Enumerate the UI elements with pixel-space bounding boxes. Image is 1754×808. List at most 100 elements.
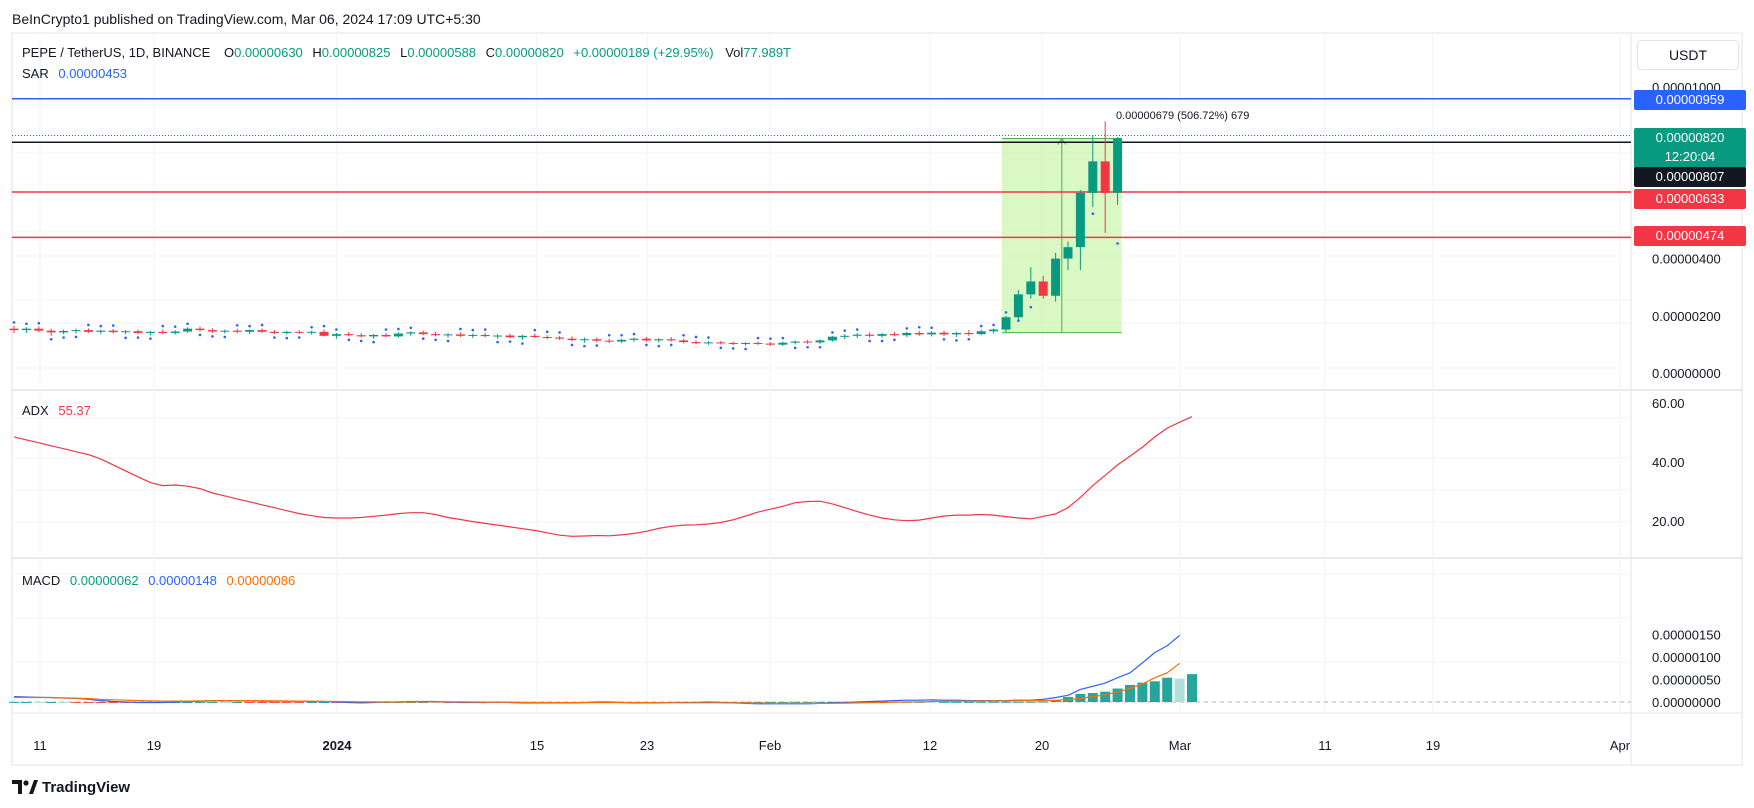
- candle-body: [294, 331, 304, 333]
- x-tick-label: 11: [1318, 738, 1332, 753]
- sar-dot: [111, 324, 115, 327]
- sar-dot: [446, 339, 450, 343]
- candle-body: [183, 328, 193, 332]
- adx-value: 55.37: [58, 403, 91, 418]
- price-tag-black-line: 0.00000807: [1634, 167, 1746, 187]
- macd-histogram-bar: [765, 701, 776, 703]
- macd-histogram-bar: [926, 701, 937, 703]
- currency-button[interactable]: USDT: [1637, 40, 1739, 70]
- candle-body: [455, 334, 465, 336]
- close-value: 0.00000820: [495, 45, 564, 60]
- x-tick-label: 12: [923, 738, 937, 753]
- sar-dot: [893, 338, 896, 342]
- last-price-value: 0.00000820: [1655, 130, 1725, 145]
- macd-histogram-bar: [306, 702, 317, 703]
- macd-signal-line: [14, 662, 1180, 705]
- price-legend: PEPE / TetherUS, 1D, BINANCE O0.00000630…: [22, 45, 791, 60]
- tradingview-brand[interactable]: TradingView: [12, 775, 130, 799]
- volume-label: Vol: [725, 45, 744, 60]
- sar-legend[interactable]: SAR 0.00000453: [22, 66, 127, 81]
- macd-histogram-bar: [1125, 684, 1135, 702]
- candle-body: [976, 331, 986, 335]
- sar-dot: [99, 324, 103, 328]
- high-value: 0.00000825: [321, 45, 391, 60]
- macd-histogram-bar: [777, 701, 788, 703]
- sar-dot: [669, 343, 673, 347]
- macd-hist-value: 0.00000062: [69, 573, 139, 588]
- candle-body: [21, 328, 31, 331]
- candle-body: [195, 328, 205, 331]
- candle-body: [902, 332, 912, 336]
- y-tick-adx-20: 20.00: [1652, 514, 1685, 529]
- candle-body: [741, 342, 751, 344]
- candle-body: [71, 330, 81, 332]
- tradingview-logo-icon: [12, 780, 38, 794]
- price-tag-red-line-1: 0.00000633: [1634, 189, 1746, 209]
- sar-dot: [372, 340, 375, 344]
- candle-body: [951, 332, 961, 335]
- macd-histogram-bar: [319, 702, 329, 703]
- price-tag-last: 0.00000820 12:20:04: [1634, 128, 1746, 168]
- sar-dot: [992, 323, 995, 327]
- sar-dot: [260, 323, 264, 327]
- candle-body: [59, 330, 69, 333]
- measure-label: 0.00000679 (506.72%) 679: [1116, 110, 1250, 122]
- candle-body: [927, 332, 937, 335]
- candle-body: [914, 332, 924, 335]
- sar-dot: [409, 326, 413, 330]
- candle-body: [232, 330, 242, 332]
- y-tick-adx-60: 60.00: [1652, 396, 1685, 411]
- candle-body: [96, 330, 106, 332]
- y-tick-price-400: 0.00000400: [1652, 252, 1721, 267]
- macd-histogram-bar: [95, 702, 106, 703]
- sar-dot: [880, 339, 884, 343]
- adx-legend[interactable]: ADX 55.37: [22, 403, 91, 418]
- candle-body: [778, 342, 788, 345]
- sar-dot: [335, 328, 338, 331]
- sar-dot: [74, 335, 78, 339]
- candle-body: [220, 330, 230, 332]
- macd-histogram-bar: [1013, 701, 1024, 703]
- volume-value: 77.989T: [743, 45, 791, 60]
- macd-histogram-bar: [33, 701, 44, 703]
- candle-body: [877, 334, 887, 336]
- sar-dot: [781, 336, 785, 340]
- candle-body: [133, 331, 143, 333]
- x-tick-label: 2024: [323, 738, 353, 753]
- candle-body: [852, 334, 862, 336]
- candle-body: [9, 328, 19, 331]
- macd-histogram-bar: [939, 701, 949, 703]
- macd-histogram-bar: [1137, 682, 1148, 702]
- sar-dot: [744, 347, 747, 351]
- sar-dot: [1029, 305, 1033, 309]
- candle-body: [307, 331, 317, 333]
- candle-body: [170, 331, 180, 333]
- y-tick-price-0: 0.00000000: [1652, 366, 1721, 381]
- candle-body: [617, 339, 627, 342]
- sar-dot: [25, 322, 28, 326]
- candle-body: [840, 335, 850, 337]
- sar-dot: [533, 328, 537, 332]
- macd-legend[interactable]: MACD 0.00000062 0.00000148 0.00000086: [22, 573, 295, 588]
- symbol-label[interactable]: PEPE / TetherUS, 1D, BINANCE: [22, 45, 211, 60]
- candle-body: [381, 334, 391, 337]
- sar-dot: [855, 328, 859, 331]
- adx-line: [13, 416, 1193, 537]
- sar-dot: [905, 327, 909, 330]
- chart-frame: [11, 32, 1743, 766]
- candle-body: [803, 341, 813, 343]
- sar-dot: [818, 345, 822, 349]
- price-axis-labels: 0.000010000.000004000.000002000.00000000…: [1652, 80, 1721, 710]
- candle-body: [257, 330, 267, 332]
- macd-histogram-bar: [71, 702, 81, 703]
- candle-body: [480, 334, 490, 337]
- sar-dot: [186, 322, 189, 326]
- sar-dot: [607, 333, 611, 337]
- macd-histogram-bar: [219, 702, 230, 703]
- x-tick-label: 15: [530, 738, 544, 753]
- sar-dot: [310, 325, 313, 329]
- macd-histogram-bar: [58, 702, 69, 703]
- candle-body: [641, 338, 651, 341]
- candle-body: [505, 335, 515, 338]
